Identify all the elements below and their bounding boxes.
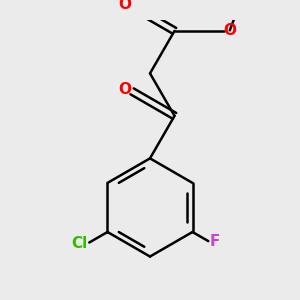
Text: F: F bbox=[209, 234, 220, 249]
Text: Cl: Cl bbox=[71, 236, 88, 251]
Text: O: O bbox=[223, 23, 236, 38]
Text: O: O bbox=[118, 0, 131, 12]
Text: O: O bbox=[118, 82, 131, 98]
